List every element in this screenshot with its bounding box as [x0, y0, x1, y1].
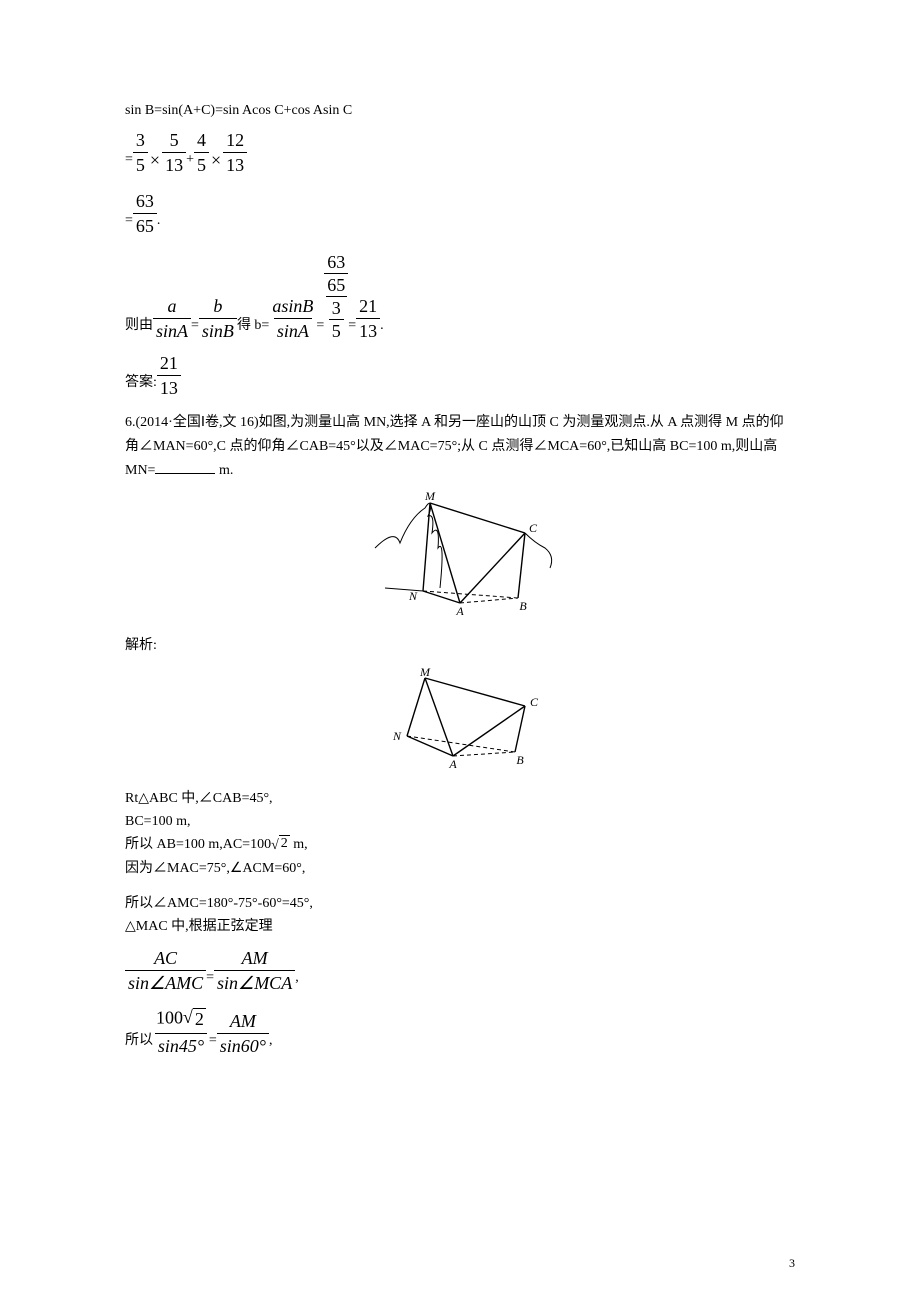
text-m-unit: m,: [290, 837, 308, 852]
frac-63-65: 63 65: [133, 192, 157, 235]
figure-1-mountain: M N A B C: [125, 488, 795, 625]
frac-3-5: 3 5: [133, 131, 148, 174]
fig2-label-A: A: [448, 757, 457, 771]
figure-1-svg: M N A B C: [350, 488, 570, 618]
comma-1: ,: [295, 967, 299, 992]
frac-am-sin60: AM sin60°: [217, 1012, 269, 1055]
line-frac-63-65: = 63 65 .: [125, 192, 795, 235]
line-sine-rule: 则由 a sinA = b sinB 得 b= asinB sinA = 63 …: [125, 253, 795, 340]
fig2-label-N: N: [392, 729, 402, 743]
line-sinb: sin B=sin(A+C)=sin Acos C+cos Asin C: [125, 100, 795, 121]
frac-am-sinmca: AM sin∠MCA: [214, 949, 295, 992]
eq-5: =: [209, 1030, 217, 1055]
fig1-label-B: B: [519, 599, 527, 613]
line-frac-expr-1: = 3 5 × 5 13 + 4 5 × 12 13: [125, 131, 795, 174]
op-times-1: ×: [148, 147, 162, 174]
fig1-label-M: M: [424, 489, 436, 503]
sqrt2-1: √2: [271, 835, 290, 856]
line-yinwei: 因为∠MAC=75°,∠ACM=60°,: [125, 858, 795, 879]
line-rt-abc: Rt△ABC 中,∠CAB=45°,: [125, 788, 795, 809]
fig2-label-M: M: [419, 666, 431, 679]
frac-asinB-sinA: asinB sinA: [269, 297, 316, 340]
figure-2-diagram: M N A B C: [125, 666, 795, 778]
eq-prefix-2: =: [125, 210, 133, 235]
eq-prefix: =: [125, 149, 133, 174]
frac-b-sinB: b sinB: [199, 297, 237, 340]
text-suoyi-ab: 所以 AB=100 m,AC=100: [125, 837, 271, 852]
frac-21-13-ans: 21 13: [157, 354, 181, 397]
eq-3: =: [348, 315, 356, 340]
sqrt2-2: √2: [183, 1008, 206, 1031]
eq-2: =: [316, 315, 324, 340]
fig2-label-C: C: [530, 695, 539, 709]
line-ab-ac: 所以 AB=100 m,AC=100√2 m,: [125, 834, 795, 855]
fig2-label-B: B: [516, 753, 524, 767]
line-suoyi-amc: 所以∠AMC=180°-75°-60°=45°,: [125, 893, 795, 914]
op-times-2: ×: [209, 147, 223, 174]
frac-21-13: 21 13: [356, 297, 380, 340]
frac-5-13: 5 13: [162, 131, 186, 174]
problem-6-unit: m.: [215, 463, 233, 478]
document-page: sin B=sin(A+C)=sin Acos C+cos Asin C = 3…: [0, 0, 920, 1302]
frac-4-5: 4 5: [194, 131, 209, 174]
fig1-label-N: N: [408, 589, 418, 603]
text-daan: 答案:: [125, 372, 157, 397]
line-mac-sine: △MAC 中,根据正弦定理: [125, 916, 795, 937]
page-number: 3: [789, 1254, 795, 1272]
problem-6-text: 6.(2014·全国Ⅰ卷,文 16)如图,为测量山高 MN,选择 A 和另一座山…: [125, 411, 795, 482]
line-jiexi: 解析:: [125, 635, 795, 656]
frac-100r2-sin45: 100√2 sin45°: [153, 1008, 209, 1056]
fill-blank: [155, 459, 215, 474]
frac-12-13: 12 13: [223, 131, 247, 174]
frac-compound: 63 65 3 5: [324, 253, 348, 340]
op-plus: +: [186, 149, 194, 174]
line-sine-rule-2: AC sin∠AMC = AM sin∠MCA ,: [125, 949, 795, 992]
line-bc100: BC=100 m,: [125, 811, 795, 832]
frac-a-sinA: a sinA: [153, 297, 191, 340]
figure-2-svg: M N A B C: [365, 666, 555, 771]
fig1-label-C: C: [529, 521, 538, 535]
line-sine-rule-3: 所以 100√2 sin45° = AM sin60° ,: [125, 1008, 795, 1056]
text-zeyou: 则由: [125, 315, 153, 340]
text-suoyi-2: 所以: [125, 1030, 153, 1055]
eq-1: =: [191, 315, 199, 340]
period-2: .: [380, 315, 384, 340]
comma-2: ,: [269, 1030, 273, 1055]
eq-4: =: [206, 967, 214, 992]
fig1-label-A: A: [455, 604, 464, 618]
period-1: .: [157, 210, 161, 235]
frac-ac-sinamc: AC sin∠AMC: [125, 949, 206, 992]
text-de-b: 得 b=: [237, 315, 269, 340]
line-answer: 答案: 21 13: [125, 354, 795, 397]
